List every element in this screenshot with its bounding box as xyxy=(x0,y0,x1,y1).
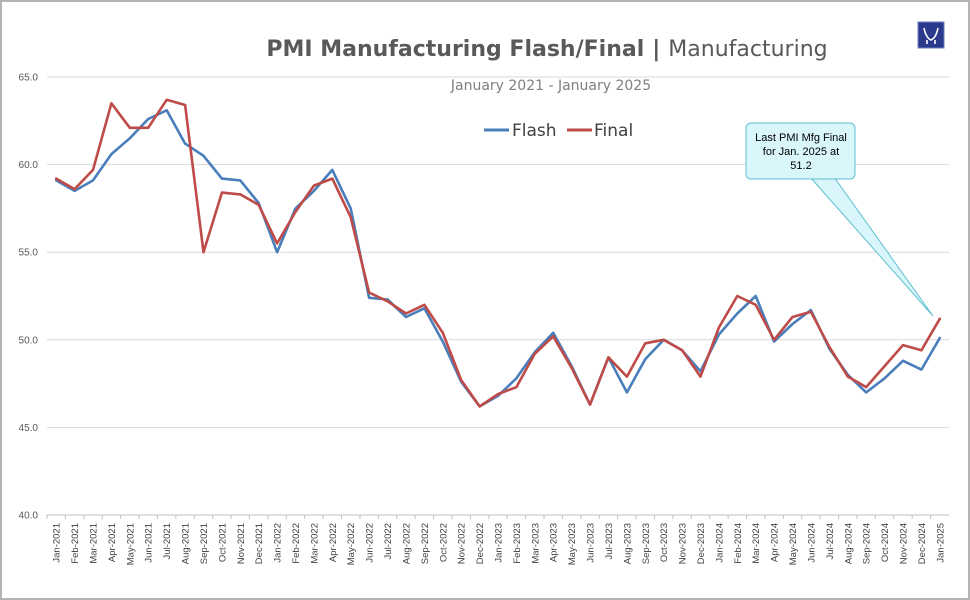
x-tick-label: Feb-2021 xyxy=(70,523,81,564)
x-tick-label: Dec-2023 xyxy=(696,523,707,564)
x-tick-label: Aug-2021 xyxy=(181,523,192,564)
x-axis: Jan-2021 Feb-2021 Mar-2021 Apr-2021 May-2021… xyxy=(46,515,946,565)
x-tick-label: Jul-2024 xyxy=(825,523,836,559)
x-tick-label: Feb-2023 xyxy=(512,523,523,564)
x-tick-label: Oct-2024 xyxy=(880,523,891,562)
x-tick-label: Jun-2024 xyxy=(806,523,817,563)
chart-subtitle: January 2021 - January 2025 xyxy=(450,78,651,94)
chart-title: PMI Manufacturing Flash/Final | Manufactur… xyxy=(266,37,827,62)
callout-line-3: 51.2 xyxy=(790,160,811,172)
x-tick-label: Sep-2022 xyxy=(420,523,431,564)
x-tick-label: Sep-2021 xyxy=(199,523,210,564)
series-line-flash xyxy=(54,109,942,408)
x-tick-label: Aug-2023 xyxy=(622,523,633,564)
x-tick-label: Mar-2024 xyxy=(751,523,762,564)
x-tick-label: Dec-2021 xyxy=(254,523,265,564)
y-tick-label: 40.0 xyxy=(19,511,39,522)
bull-logo-icon xyxy=(917,21,945,49)
series-line-final xyxy=(54,98,942,408)
y-tick-label: 50.0 xyxy=(19,335,39,346)
x-tick-label: May-2021 xyxy=(125,523,136,565)
x-tick-label: Oct-2021 xyxy=(217,523,228,562)
x-tick-label: Sep-2024 xyxy=(862,523,873,564)
y-tick-label: 55.0 xyxy=(19,248,39,259)
x-tick-label: Jan-2021 xyxy=(52,523,63,563)
y-tick-label: 65.0 xyxy=(19,73,39,84)
x-tick-label: Dec-2024 xyxy=(917,523,928,564)
x-tick-label: Jan-2025 xyxy=(935,523,946,563)
x-tick-label: Mar-2022 xyxy=(309,523,320,564)
annotation-callout: Last PMI Mfg Final for Jan. 2025 at 51.2 xyxy=(745,122,934,317)
x-tick-label: Nov-2021 xyxy=(236,523,247,564)
x-tick-label: Apr-2022 xyxy=(328,523,339,562)
x-tick-label: Jun-2023 xyxy=(586,523,597,563)
x-tick-label: Jul-2023 xyxy=(604,523,615,559)
x-tick-label: Jun-2021 xyxy=(144,523,155,563)
x-tick-label: May-2024 xyxy=(788,523,799,565)
x-tick-label: Nov-2024 xyxy=(898,523,909,564)
x-tick-label: Oct-2023 xyxy=(659,523,670,562)
callout-line-2: for Jan. 2025 at xyxy=(763,146,839,158)
x-tick-label: May-2022 xyxy=(346,523,357,565)
series-layer xyxy=(54,98,942,408)
x-tick-label: Jan-2022 xyxy=(273,523,284,563)
x-tick-label: Aug-2022 xyxy=(401,523,412,564)
callout-pointer xyxy=(808,176,934,317)
x-tick-label: Jan-2023 xyxy=(494,523,505,563)
y-tick-label: 60.0 xyxy=(19,160,39,171)
x-tick-label: Mar-2023 xyxy=(530,523,541,564)
x-tick-label: Jul-2022 xyxy=(383,523,394,559)
x-tick-label: Jan-2024 xyxy=(714,523,725,563)
x-tick-label: Feb-2022 xyxy=(291,523,302,564)
callout-line-1: Last PMI Mfg Final xyxy=(755,132,847,144)
x-tick-label: Jul-2021 xyxy=(162,523,173,559)
x-tick-label: Jun-2022 xyxy=(365,523,376,563)
x-tick-label: Dec-2022 xyxy=(475,523,486,564)
x-tick-label: Apr-2023 xyxy=(549,523,560,562)
legend-flash-label: Flash xyxy=(512,121,557,141)
x-tick-label: Oct-2022 xyxy=(438,523,449,562)
x-tick-label: Aug-2024 xyxy=(843,523,854,564)
x-tick-label: Feb-2024 xyxy=(733,523,744,564)
legend-final-label: Final xyxy=(594,121,633,141)
y-axis: 40.0 45.0 50.0 55.0 60.0 65.0 xyxy=(19,73,39,522)
y-tick-label: 45.0 xyxy=(19,423,39,434)
x-tick-label: Nov-2023 xyxy=(678,523,689,564)
legend: Flash Final xyxy=(484,121,633,141)
x-tick-label: Apr-2024 xyxy=(770,523,781,562)
x-tick-label: Mar-2021 xyxy=(89,523,100,564)
x-tick-label: Nov-2022 xyxy=(457,523,468,564)
x-tick-label: Apr-2021 xyxy=(107,523,118,562)
grid-lines xyxy=(47,76,949,516)
x-tick-label: May-2023 xyxy=(567,523,578,565)
x-tick-label: Sep-2023 xyxy=(641,523,652,564)
callout-box xyxy=(745,122,856,180)
